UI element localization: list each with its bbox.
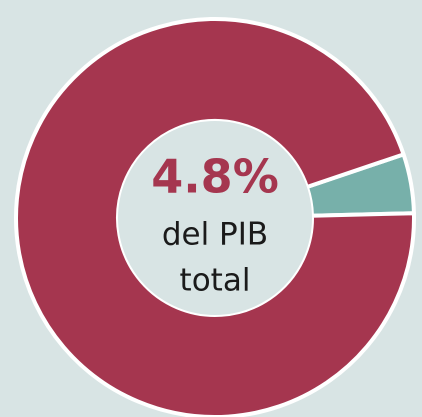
donut-hole bbox=[118, 121, 312, 315]
center-value: 4.8% bbox=[151, 150, 279, 204]
center-label: total bbox=[180, 263, 251, 299]
center-label: del PIB bbox=[162, 217, 268, 253]
